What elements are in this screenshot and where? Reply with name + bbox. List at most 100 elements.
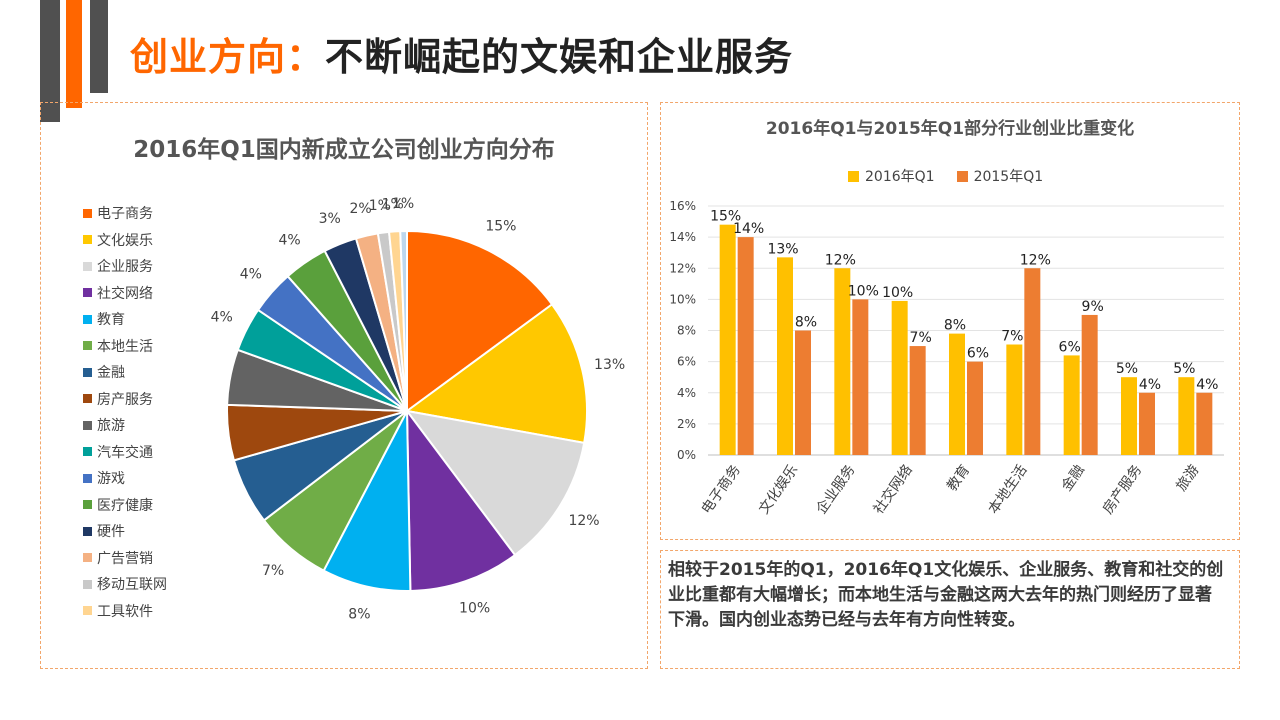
pie-legend-label: 社交网络 <box>97 285 153 302</box>
bar-data-label: 6% <box>1059 339 1081 355</box>
pie-legend-swatch <box>83 208 92 218</box>
bar-data-label: 12% <box>825 252 856 268</box>
bar-data-label: 8% <box>795 315 817 331</box>
pie-legend-swatch <box>83 261 92 271</box>
page-title-main: 不断崛起的文娱和企业服务 <box>325 35 794 79</box>
pie-legend-swatch <box>83 420 92 430</box>
decorative-bar-dark-2 <box>90 0 108 93</box>
bar-data-label: 5% <box>1116 361 1138 377</box>
pie-data-label: 3% <box>319 211 341 227</box>
pie-legend-label: 硬件 <box>97 524 125 541</box>
pie-slice <box>406 229 554 413</box>
pie-legend-label: 移动互联网 <box>97 577 167 594</box>
pie-legend-label: 企业服务 <box>97 259 153 276</box>
bar-legend: 2016年Q1 2015年Q1 <box>848 166 1043 186</box>
pie-legend-item: 房产服务 <box>83 386 167 413</box>
bar-y-tick-label: 2% <box>677 417 696 431</box>
bar-2015 <box>795 330 811 455</box>
note-panel <box>660 550 1240 669</box>
bar-data-label: 12% <box>1020 252 1051 268</box>
pie-legend-swatch <box>83 606 92 616</box>
pie-legend-item: 本地生活 <box>83 333 167 360</box>
bar-legend-label-2016: 2016年Q1 <box>865 169 935 185</box>
decorative-bar-orange <box>66 0 82 108</box>
bar-2016 <box>891 300 908 455</box>
pie-legend-item: 旅游 <box>83 412 167 439</box>
pie-legend-item: 教育 <box>83 306 167 333</box>
bar-data-label: 7% <box>910 330 932 346</box>
bar-data-label: 6% <box>967 346 989 362</box>
pie-legend-item: 医疗健康 <box>83 492 167 519</box>
note-text: 相较于2015年的Q1，2016年Q1文化娱乐、企业服务、教育和社交的创业比重都… <box>668 560 1224 630</box>
bar-2015 <box>967 361 983 455</box>
pie-data-label: 4% <box>240 267 262 283</box>
pie-data-label: 4% <box>211 310 233 326</box>
pie-data-label: 1% <box>382 197 404 213</box>
bar-x-tick-label: 文化娱乐 <box>756 462 801 517</box>
bar-y-tick-label: 10% <box>669 292 696 306</box>
bar-data-label: 5% <box>1173 361 1195 377</box>
bar-2015 <box>852 299 869 455</box>
pie-legend-label: 金融 <box>97 365 125 382</box>
pie-slice <box>404 409 586 557</box>
pie-data-label: 8% <box>348 607 370 623</box>
pie-legend-swatch <box>83 235 92 245</box>
pie-legend-label: 电子商务 <box>97 206 153 223</box>
pie-legend-swatch <box>83 579 92 589</box>
pie-legend-item: 硬件 <box>83 518 167 545</box>
pie-data-label: 7% <box>262 563 284 579</box>
bar-x-tick-label: 本地生活 <box>985 462 1030 517</box>
pie-slice <box>404 302 589 445</box>
pie-legend-item: 移动互联网 <box>83 571 167 598</box>
bar-2016 <box>949 333 965 455</box>
bar-y-tick-label: 4% <box>677 386 696 400</box>
bar-2015 <box>1139 392 1155 455</box>
decorative-bar-dark-1 <box>40 0 60 122</box>
bar-legend-item-2015: 2015年Q1 <box>956 166 1043 186</box>
pie-legend-label: 工具软件 <box>97 603 153 620</box>
pie-data-label: 13% <box>594 357 625 373</box>
bar-2016 <box>834 268 851 455</box>
pie-legend: 电子商务文化娱乐企业服务社交网络教育 本地生活金融房产服务旅游汽车交通游戏 医疗健康… <box>83 200 167 624</box>
legend-swatch-2016 <box>848 170 859 182</box>
pie-slice <box>322 410 412 592</box>
pie-legend-swatch <box>83 473 92 483</box>
pie-data-label: 1% <box>369 198 391 214</box>
bar-y-tick-label: 12% <box>669 261 696 275</box>
pie-slice <box>399 229 408 412</box>
bar-y-tick-label: 6% <box>677 355 696 369</box>
pie-data-label: 12% <box>568 513 599 529</box>
pie-legend-swatch <box>83 526 92 536</box>
bar-data-label: 9% <box>1082 299 1104 315</box>
pie-data-label: 1% <box>392 196 414 212</box>
pie-legend-swatch <box>83 288 92 298</box>
bar-2016 <box>1121 377 1137 455</box>
pie-legend-item: 汽车交通 <box>83 439 167 466</box>
bar-2016 <box>777 257 793 455</box>
bar-2016 <box>1178 377 1195 455</box>
pie-slice <box>405 407 517 592</box>
pie-data-label: 10% <box>459 601 490 617</box>
pie-legend-item: 工具软件 <box>83 598 167 625</box>
page-title-accent: 创业方向： <box>130 35 326 79</box>
pie-legend-swatch <box>83 553 92 563</box>
pie-legend-item: 社交网络 <box>83 280 167 307</box>
bar-chart-title: 2016年Q1与2015年Q1部分行业创业比重变化 <box>765 119 1135 139</box>
bar-data-label: 8% <box>944 318 966 334</box>
pie-legend-item: 游戏 <box>83 465 167 492</box>
pie-legend-item: 电子商务 <box>83 200 167 227</box>
pie-legend-item: 文化娱乐 <box>83 227 167 254</box>
pie-legend-swatch <box>83 341 92 351</box>
pie-legend-swatch <box>83 367 92 377</box>
bar-2016 <box>719 224 736 455</box>
bar-data-label: 7% <box>1001 329 1023 345</box>
bar-2016 <box>1063 355 1080 455</box>
pie-legend-swatch <box>83 394 92 404</box>
bar-y-tick-label: 0% <box>677 448 696 462</box>
bar-legend-item-2016: 2016年Q1 <box>848 166 935 186</box>
bar-data-label: 10% <box>882 285 913 301</box>
pie-legend-label: 汽车交通 <box>97 444 153 461</box>
pie-legend-label: 房产服务 <box>97 391 153 408</box>
bar-data-label: 4% <box>1139 377 1161 393</box>
bar-data-label: 15% <box>710 209 741 225</box>
